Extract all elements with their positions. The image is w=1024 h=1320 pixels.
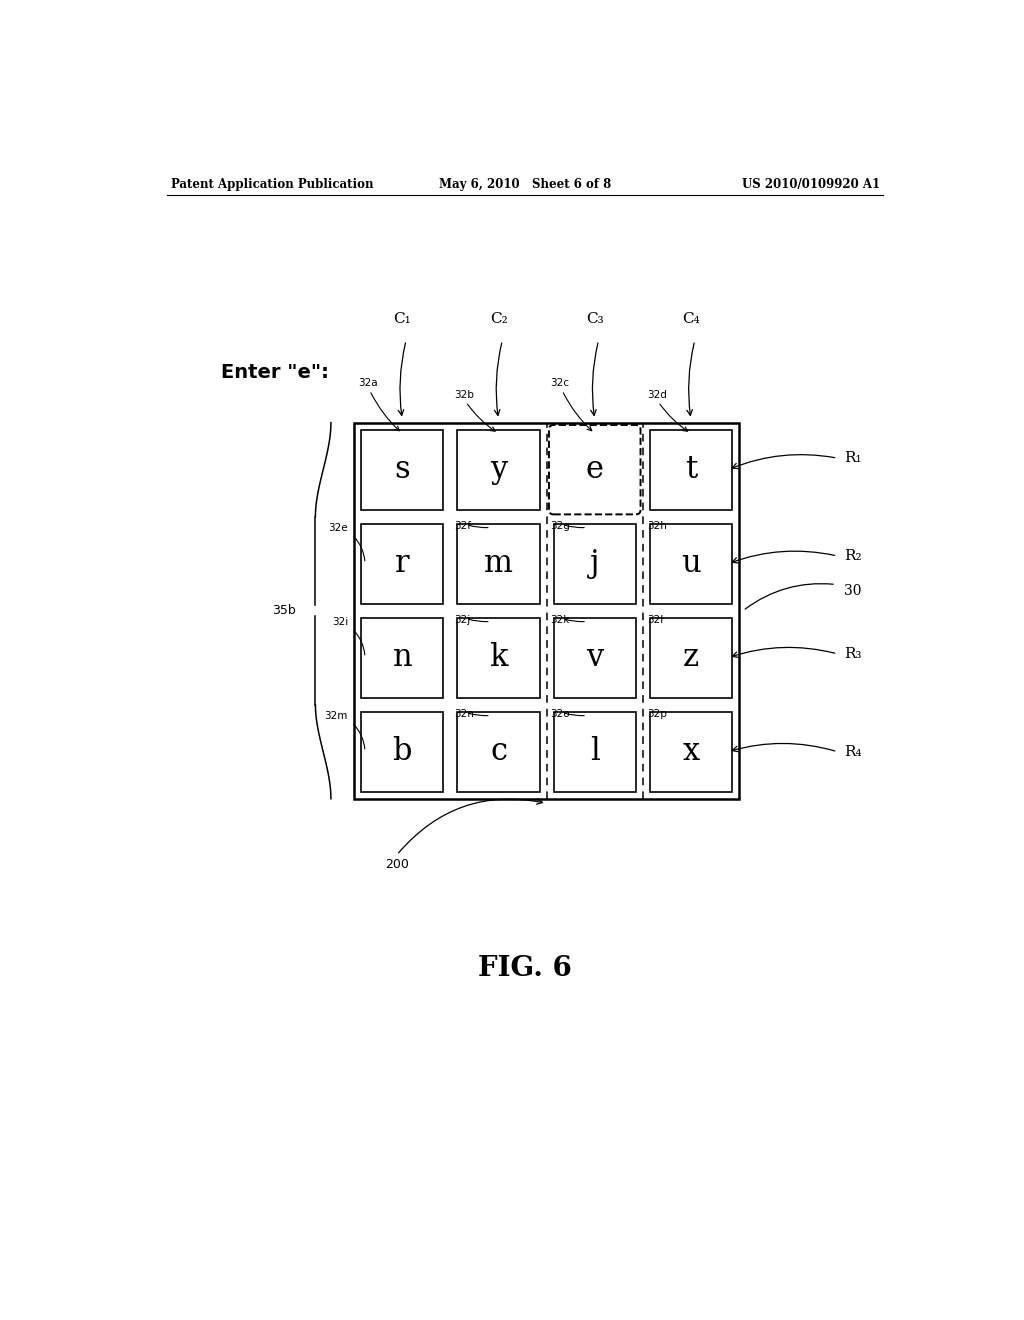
- Text: 200: 200: [385, 858, 409, 871]
- Text: v: v: [586, 643, 603, 673]
- FancyBboxPatch shape: [549, 425, 641, 515]
- Text: y: y: [489, 454, 507, 486]
- Text: z: z: [683, 643, 699, 673]
- Text: 32n: 32n: [455, 709, 474, 718]
- Text: R₁: R₁: [844, 451, 861, 465]
- Text: l: l: [590, 737, 600, 767]
- Bar: [554, 618, 636, 698]
- Text: R₃: R₃: [844, 647, 861, 661]
- Text: Enter "e":: Enter "e":: [221, 363, 329, 381]
- Text: 32b: 32b: [455, 389, 474, 400]
- Text: r: r: [395, 548, 410, 579]
- Text: k: k: [489, 643, 508, 673]
- Bar: [650, 524, 732, 603]
- Text: 32o: 32o: [551, 709, 570, 718]
- Text: US 2010/0109920 A1: US 2010/0109920 A1: [741, 178, 880, 190]
- Text: 32e: 32e: [329, 523, 348, 533]
- Bar: [361, 429, 443, 510]
- Bar: [554, 524, 636, 603]
- Bar: [458, 711, 540, 792]
- Text: 32l: 32l: [647, 615, 663, 624]
- Text: t: t: [685, 454, 697, 486]
- Bar: [458, 524, 540, 603]
- Text: 32h: 32h: [647, 520, 667, 531]
- Text: Patent Application Publication: Patent Application Publication: [171, 178, 373, 190]
- Text: 32p: 32p: [647, 709, 667, 718]
- Text: c: c: [490, 737, 507, 767]
- Text: 32f: 32f: [455, 520, 471, 531]
- Bar: [458, 618, 540, 698]
- Bar: [354, 422, 739, 799]
- Text: May 6, 2010   Sheet 6 of 8: May 6, 2010 Sheet 6 of 8: [438, 178, 611, 190]
- Bar: [361, 524, 443, 603]
- Text: m: m: [484, 548, 513, 579]
- Bar: [361, 711, 443, 792]
- Text: b: b: [392, 737, 412, 767]
- Bar: [458, 429, 540, 510]
- Text: 32g: 32g: [551, 520, 570, 531]
- Text: 35b: 35b: [272, 605, 296, 618]
- Text: 32i: 32i: [332, 616, 348, 627]
- Bar: [650, 711, 732, 792]
- Text: C₄: C₄: [682, 313, 699, 326]
- Bar: [650, 618, 732, 698]
- Text: FIG. 6: FIG. 6: [478, 954, 571, 982]
- Text: j: j: [590, 548, 599, 579]
- Text: 32c: 32c: [551, 378, 569, 388]
- Text: s: s: [394, 454, 411, 486]
- Text: 32j: 32j: [455, 615, 470, 624]
- Text: C₁: C₁: [393, 313, 412, 326]
- Text: u: u: [681, 548, 700, 579]
- Bar: [650, 429, 732, 510]
- Text: 32m: 32m: [325, 711, 348, 721]
- Text: R₂: R₂: [844, 549, 861, 564]
- Text: e: e: [586, 454, 604, 486]
- Text: 32k: 32k: [551, 615, 570, 624]
- Text: 32d: 32d: [647, 389, 667, 400]
- Bar: [361, 618, 443, 698]
- Text: C₂: C₂: [489, 313, 507, 326]
- Bar: [554, 711, 636, 792]
- Text: 30: 30: [844, 583, 861, 598]
- Text: n: n: [392, 643, 413, 673]
- Text: R₄: R₄: [844, 744, 861, 759]
- Text: C₃: C₃: [586, 313, 603, 326]
- Text: 32a: 32a: [358, 378, 378, 388]
- Text: x: x: [682, 737, 699, 767]
